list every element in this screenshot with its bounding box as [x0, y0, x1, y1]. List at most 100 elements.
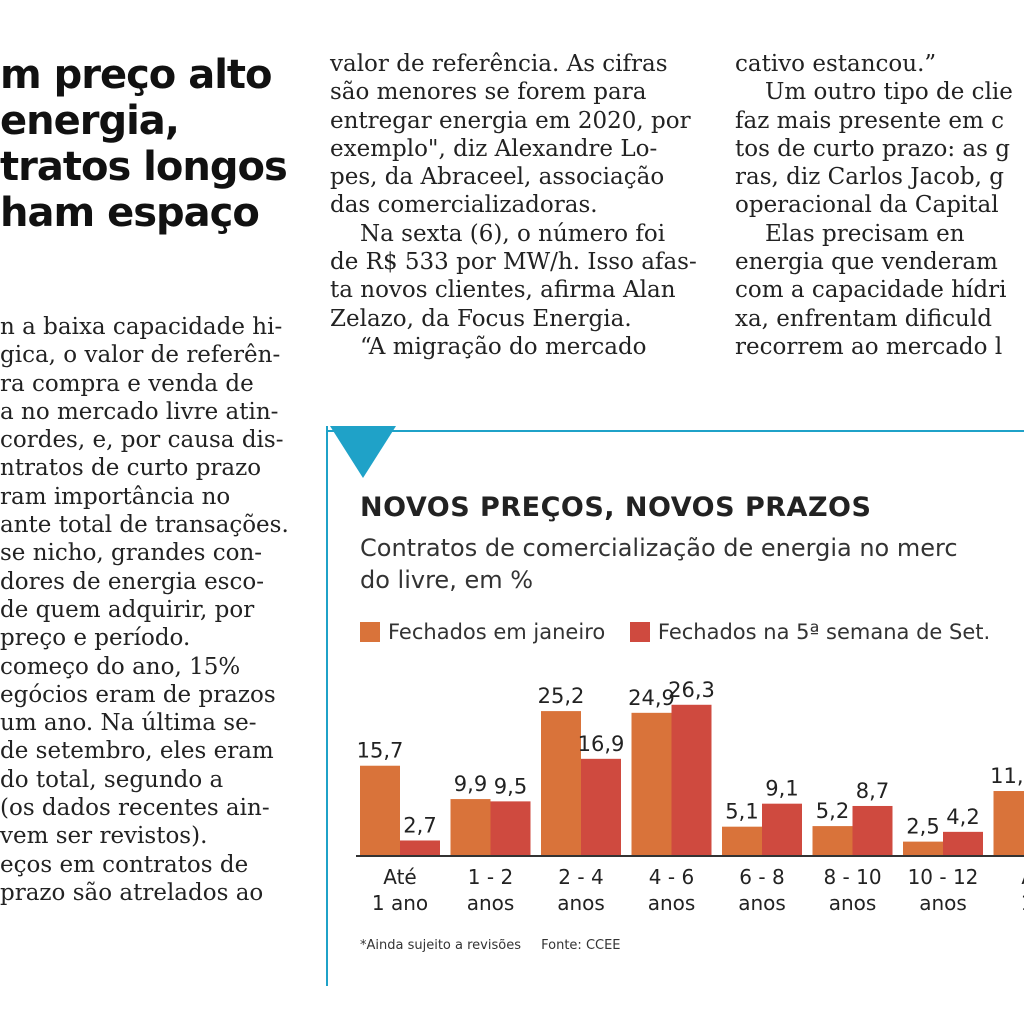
category-label: 8 - 10 [823, 865, 881, 889]
bar-setembro [490, 801, 531, 856]
text-line: energia que venderam [735, 249, 998, 276]
text-line: de quem adquirir, por [0, 596, 255, 623]
data-label: 2,7 [403, 813, 436, 837]
article-column-1: n a baixa capacidade hi- gica, o valor d… [0, 313, 300, 907]
data-label: 16,9 [578, 732, 625, 756]
text-line: egócios eram de prazos [0, 681, 276, 708]
text-line: ta novos clientes, afirma Alan [330, 277, 676, 304]
category-label: 2 - 4 [558, 865, 603, 889]
footnote-source: Fonte: CCEE [541, 938, 621, 953]
footnote-note: *Ainda sujeito a revisões [360, 938, 521, 953]
graphic-left-rule [326, 426, 328, 986]
legend-item-setembro: Fechados na 5ª semana de Set. [629, 620, 990, 644]
category-label: 4 - 6 [649, 865, 694, 889]
text-line: com a capacidade hídri [735, 277, 1007, 304]
category-label: Ac [1021, 865, 1024, 889]
bar-janeiro [722, 826, 762, 856]
legend-item-janeiro: Fechados em janeiro [360, 620, 605, 644]
article-headline: m preço alto energia, tratos longos ham … [0, 52, 300, 236]
bar-janeiro [812, 826, 853, 856]
bar-setembro [581, 758, 621, 856]
chart-subtitle-line: do livre, em % [360, 566, 534, 594]
category-label: 6 - 8 [739, 865, 784, 889]
chart-legend: Fechados em janeiro Fechados na 5ª seman… [360, 620, 1008, 647]
graphic-marker-triangle [330, 426, 396, 478]
bar-janeiro [993, 791, 1024, 856]
text-line: ra compra e venda de [0, 370, 254, 397]
article-column-3: cativo estancou.” Um outro tipo de clie … [735, 50, 1024, 361]
text-line: recorrem ao mercado l [735, 333, 1003, 360]
data-label: 26,3 [668, 678, 715, 702]
legend-swatch [629, 622, 650, 642]
bar-janeiro [541, 711, 581, 856]
data-label: 5,1 [725, 800, 758, 824]
category-label: anos [557, 891, 605, 915]
category-label: anos [829, 891, 877, 915]
text-line: vem ser revistos). [0, 823, 208, 850]
text-line: ram importância no [0, 483, 231, 510]
text-line: ras, diz Carlos Jacob, g [735, 164, 1004, 191]
text-line: do total, segundo a [0, 766, 224, 793]
text-line: Zelazo, da Focus Energia. [330, 305, 632, 332]
category-label: anos [919, 891, 967, 915]
bar-setembro [852, 805, 893, 856]
chart-subtitle-line: Contratos de comercialização de energia … [360, 534, 958, 562]
text-line: operacional da Capital [735, 192, 999, 219]
category-label: 12 [1021, 891, 1024, 915]
text-line: faz mais presente em c [735, 107, 1004, 134]
text-line: das comercializadoras. [330, 192, 598, 219]
text-line: gica, o valor de referên- [0, 342, 281, 369]
text-line: valor de referência. As cifras [330, 51, 668, 77]
graphic-top-rule [326, 430, 1024, 432]
text-line: cativo estancou.” [735, 51, 937, 77]
chart-title: NOVOS PREÇOS, NOVOS PRAZOS [360, 492, 872, 523]
text-line: de R$ 533 por MW/h. Isso afas- [330, 249, 697, 276]
data-label: 9,1 [765, 777, 798, 801]
legend-swatch [360, 622, 380, 642]
bar-janeiro [360, 765, 400, 856]
text-line: tos de curto prazo: as g [735, 135, 1010, 162]
category-label: anos [738, 891, 786, 915]
text-line: prazo são atrelados ao [0, 879, 264, 906]
bar-janeiro [631, 712, 672, 856]
text-line: dores de energia esco- [0, 568, 264, 595]
category-label: anos [467, 891, 515, 915]
data-label: 8,7 [856, 779, 889, 803]
headline-line: energia, [0, 98, 180, 144]
bar-janeiro [450, 799, 491, 856]
text-line: n a baixa capacidade hi- [0, 314, 283, 340]
category-label: anos [648, 891, 696, 915]
text-line: (os dados recentes ain- [0, 795, 270, 822]
data-label: 9,9 [454, 772, 487, 796]
text-line: são menores se forem para [330, 79, 647, 106]
category-label: 1 ano [372, 891, 428, 915]
data-label: 5,2 [816, 799, 849, 823]
category-label: 10 - 12 [908, 865, 979, 889]
headline-line: tratos longos [0, 144, 288, 190]
text-line: exemplo", diz Alexandre Lo- [330, 135, 658, 162]
text-line: pes, da Abraceel, associação [330, 164, 665, 191]
bar-setembro [671, 704, 712, 856]
data-label: 24,9 [628, 686, 675, 710]
text-line: a no mercado livre atin- [0, 398, 279, 425]
text-line: Elas precisam en [765, 220, 965, 247]
legend-label: Fechados em janeiro [388, 620, 606, 644]
text-line: entregar energia em 2020, por [330, 107, 691, 134]
bar-setembro [762, 803, 802, 856]
text-line: Na sexta (6), o número foi [360, 220, 666, 247]
text-line: eços em contratos de [0, 851, 249, 878]
bar-setembro [400, 840, 440, 856]
text-line: “A migração do mercado [360, 333, 647, 360]
chart-subtitle: Contratos de comercialização de energia … [360, 532, 958, 596]
category-label: Até [383, 865, 416, 889]
data-label: 25,2 [538, 684, 585, 708]
text-line: Um outro tipo de clie [765, 79, 1013, 106]
text-line: de setembro, eles eram [0, 738, 274, 765]
text-line: xa, enfrentam dificuld [735, 305, 992, 332]
category-label: 1 - 2 [468, 865, 513, 889]
chart-footnote: *Ainda sujeito a revisões Fonte: CCEE [360, 938, 637, 953]
data-label: 4,2 [946, 805, 979, 829]
text-line: um ano. Na última se- [0, 710, 257, 737]
data-label: 11,3 [990, 764, 1024, 788]
